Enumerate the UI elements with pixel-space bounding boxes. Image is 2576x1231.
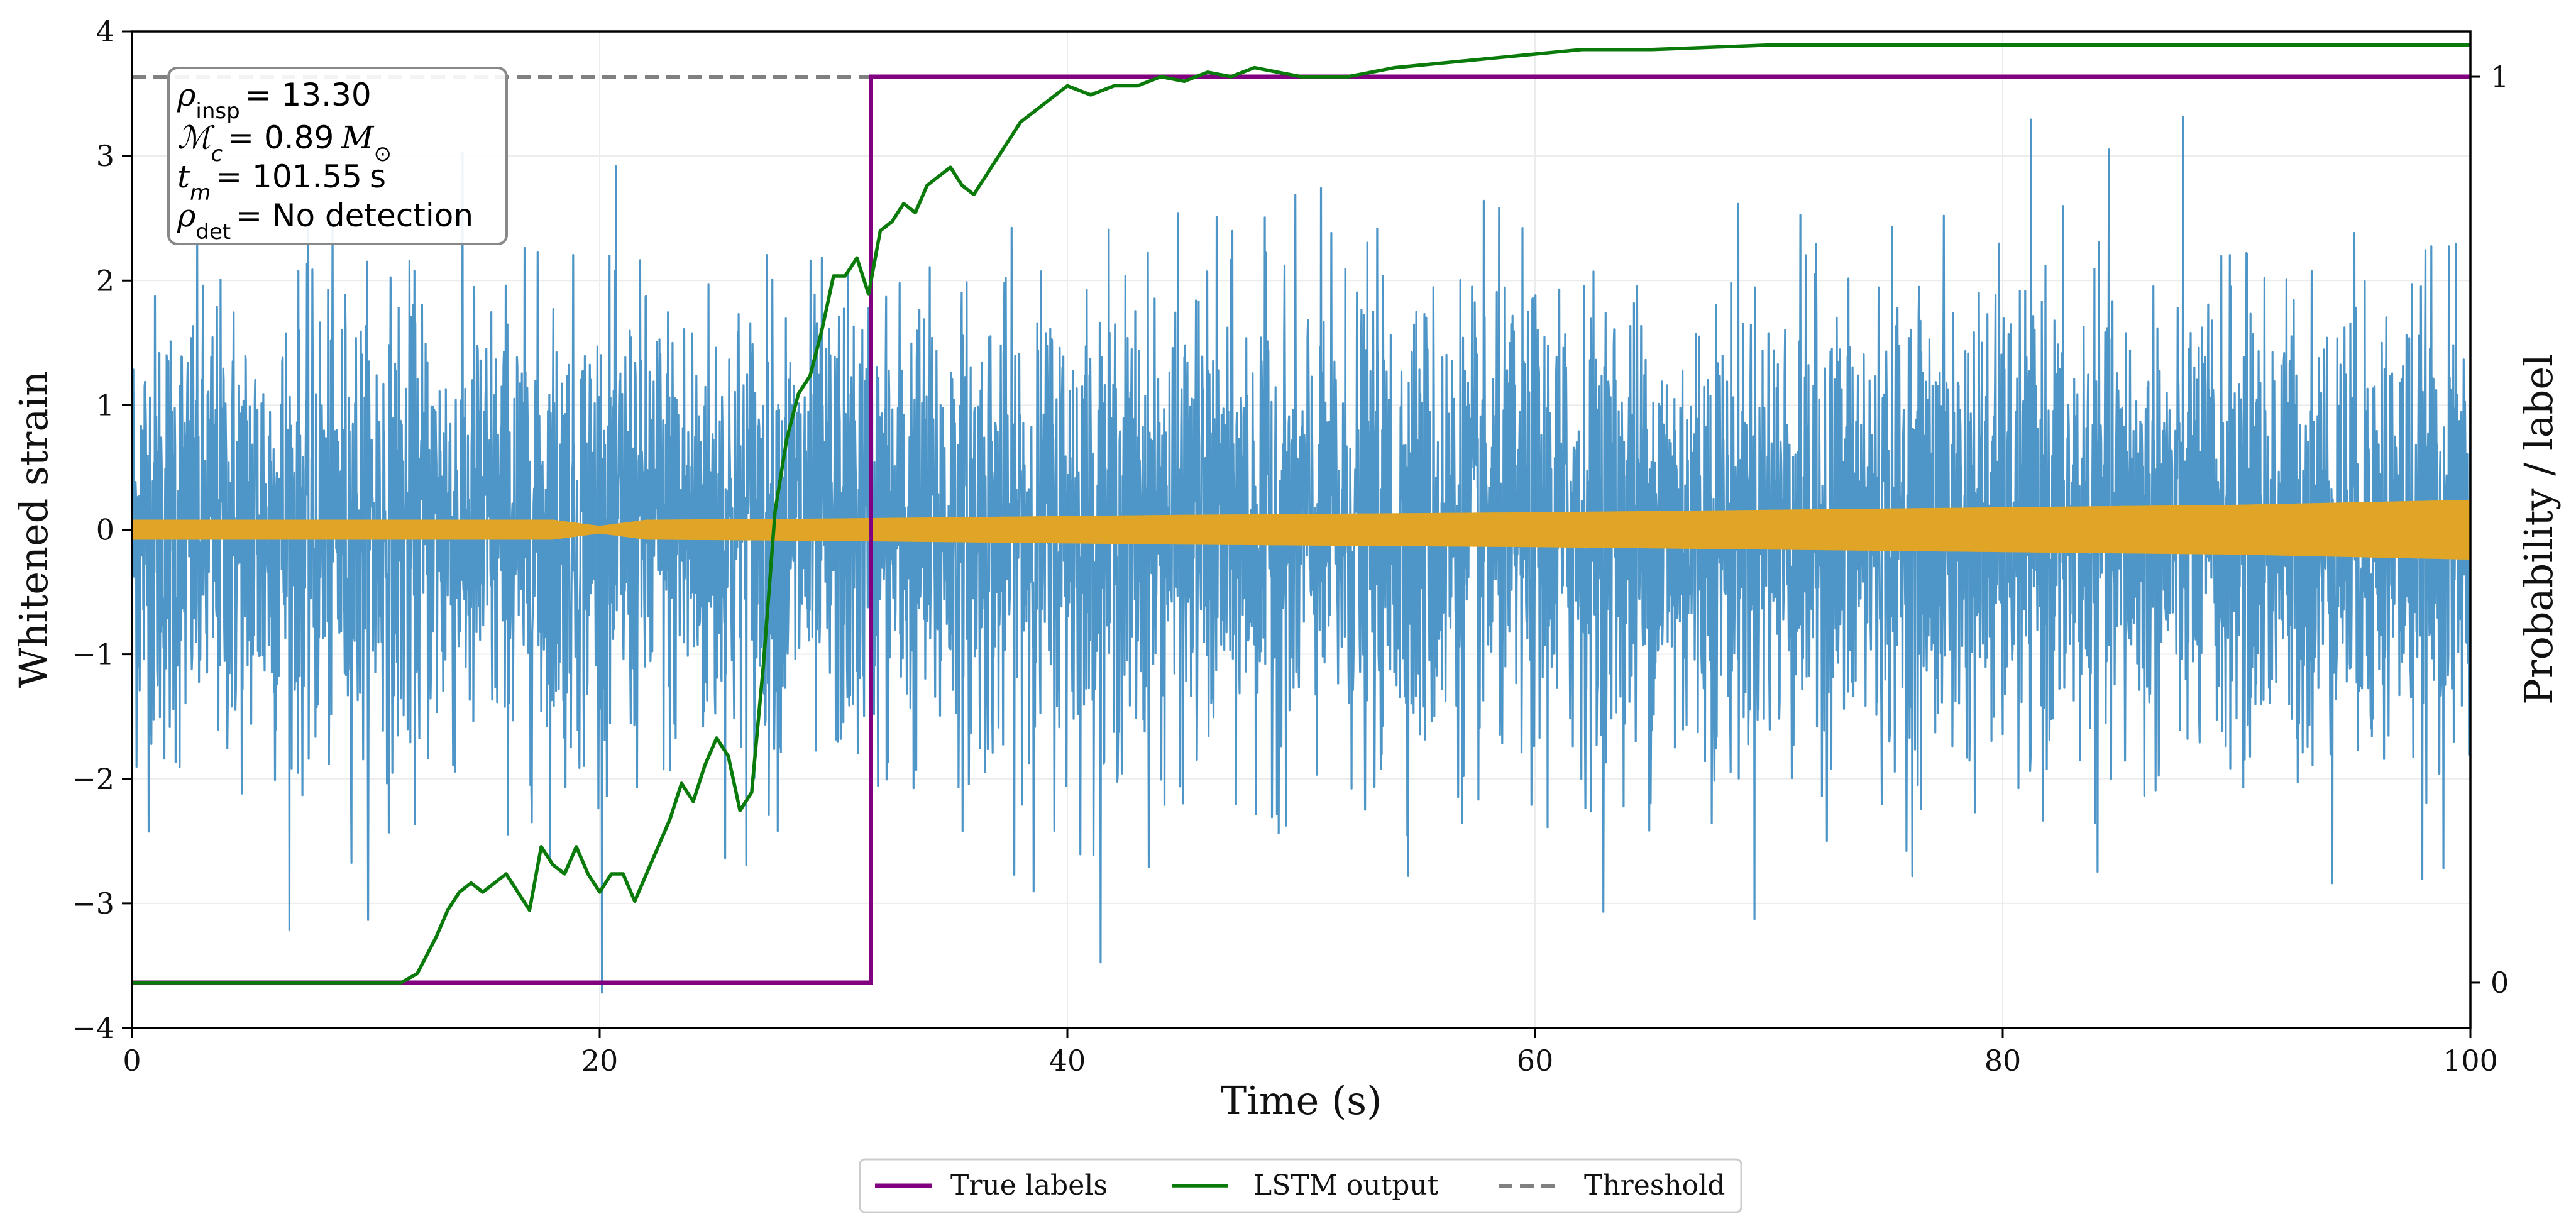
- y-left-tick-label: −1: [72, 638, 114, 671]
- y-left-tick-label: 2: [96, 263, 114, 297]
- y-left-tick-label: −3: [72, 886, 114, 920]
- legend: True labels LSTM output Threshold: [859, 1158, 1742, 1213]
- y-left-tick-label: 4: [96, 14, 114, 48]
- y-left-tick-label: −4: [72, 1011, 114, 1045]
- legend-label-true-labels: True labels: [950, 1169, 1108, 1201]
- y-right-tick-label: 0: [2491, 966, 2509, 1000]
- x-tick-label: 80: [1984, 1044, 2022, 1078]
- legend-label-threshold: Threshold: [1584, 1169, 1725, 1201]
- y-axis-right: 10: [2470, 60, 2509, 1000]
- y-left-tick-label: −2: [72, 762, 114, 796]
- y-left-tick-label: 1: [96, 388, 114, 422]
- y-axis-right-title: Probability / label: [2516, 354, 2562, 705]
- x-tick-label: 0: [123, 1044, 141, 1078]
- x-tick-label: 60: [1517, 1044, 1554, 1078]
- annotation-merger-time: tm = 101.55 s: [177, 158, 386, 206]
- annotation-box: ρinsp = 13.30 ℳc = 0.89 M⊙ tm = 101.55 s ρdet…: [167, 67, 508, 245]
- series-template: [132, 499, 2470, 560]
- annotation-box-frame: [167, 67, 508, 245]
- y-axis-left-title: Whitened strain: [11, 371, 57, 688]
- x-tick-label: 40: [1049, 1044, 1086, 1078]
- x-tick-label: 20: [581, 1044, 619, 1078]
- y-axis-left: 4 3 2 1 0 −1 −2 −3 −4: [72, 14, 132, 1045]
- annotation-rho-insp: ρinsp = 13.30: [177, 77, 372, 124]
- annotation-merger-time-value: 101.55: [252, 158, 362, 195]
- annotation-chirp-mass: ℳc = 0.89 M⊙: [177, 119, 392, 167]
- x-axis: 0 20 40 60 80 100: [123, 1028, 2498, 1078]
- y-right-tick-label: 1: [2491, 60, 2509, 94]
- y-left-tick-label: 0: [96, 513, 114, 547]
- annotation-rho-insp-value: 13.30: [282, 77, 372, 113]
- x-axis-title: Time (s): [1221, 1078, 1382, 1123]
- x-tick-label: 100: [2443, 1044, 2498, 1078]
- annotation-chirp-mass-value: 0.89: [264, 119, 334, 156]
- series-true-labels-line: [132, 74, 2470, 985]
- series-lstm-output-line: [132, 43, 2470, 985]
- legend-label-lstm-output: LSTM output: [1253, 1169, 1439, 1201]
- annotation-rho-det-value: No detection: [272, 197, 473, 234]
- y-left-tick-label: 3: [96, 139, 114, 173]
- annotation-merger-time-unit: s: [370, 158, 386, 195]
- legend-frame: [859, 1158, 1742, 1213]
- plot-data-area: [132, 43, 2470, 994]
- annotation-rho-det: ρdet = No detection: [177, 197, 473, 245]
